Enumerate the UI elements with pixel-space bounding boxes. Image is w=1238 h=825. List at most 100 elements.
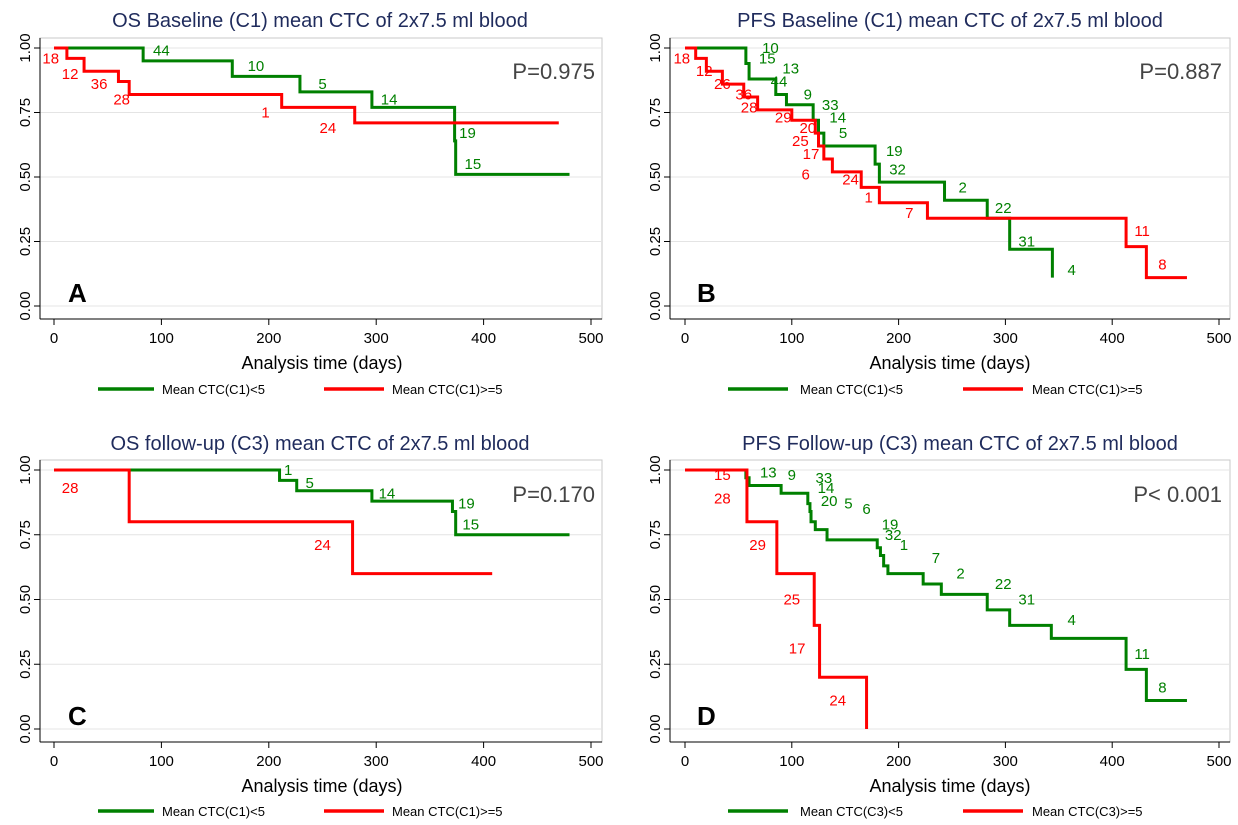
km-curve-series-2 [685, 468, 869, 729]
risk-label: 12 [62, 66, 79, 83]
risk-label: 8 [1158, 257, 1166, 274]
risk-label: 5 [844, 496, 852, 513]
risk-label: 33 [822, 97, 839, 114]
risk-label: 10 [248, 58, 265, 75]
risk-label: 14 [818, 480, 835, 497]
x-tick-label: 300 [993, 753, 1018, 770]
y-tick-label: 0.75 [647, 520, 664, 549]
x-tick-label: 400 [471, 330, 496, 347]
risk-label: 24 [320, 120, 337, 137]
risk-label: 28 [113, 92, 130, 109]
risk-label: 25 [792, 133, 809, 150]
km-curve-series-1 [54, 46, 570, 176]
y-tick-label: 0.50 [17, 162, 34, 191]
y-tick-label: 0.00 [17, 291, 34, 320]
risk-label: 5 [318, 76, 326, 93]
y-tick-label: 0.00 [17, 714, 34, 743]
risk-label: 32 [885, 527, 902, 544]
x-tick-label: 0 [681, 330, 689, 347]
x-tick-label: 400 [1100, 330, 1125, 347]
chart-title: PFS Baseline (C1) mean CTC of 2x7.5 ml b… [737, 10, 1163, 32]
x-tick-label: 200 [886, 330, 911, 347]
risk-label: 31 [1018, 234, 1035, 251]
panel-a: 0.00 0.25 0.50 0.75 1.00 0 100 200 300 400 500 OS B… [17, 10, 604, 397]
x-axis-label: Analysis time (days) [869, 353, 1030, 373]
p-value: P< 0.001 [1133, 482, 1222, 507]
risk-label: 44 [771, 74, 788, 91]
risk-label: 13 [760, 465, 777, 482]
risk-label: 2 [959, 179, 967, 196]
panel-c: 0.00 0.25 0.50 0.75 1.00 0 100 200 300 400 500 OS f… [17, 433, 604, 819]
risk-label: 22 [995, 576, 1012, 593]
risk-label: 13 [782, 61, 799, 78]
y-tick-label: 0.75 [647, 98, 664, 127]
x-axis-label: Analysis time (days) [241, 353, 402, 373]
risk-label: 5 [305, 475, 313, 492]
risk-label: 1 [284, 462, 292, 479]
risk-label: 17 [789, 641, 806, 658]
x-tick-label: 100 [149, 330, 174, 347]
km-curve-series-1 [54, 468, 570, 537]
panel-d: 0.00 0.25 0.50 0.75 1.00 0 100 200 300 400 500 PFS … [647, 433, 1232, 819]
risk-label: 28 [714, 490, 731, 507]
x-tick-label: 200 [256, 753, 281, 770]
risk-label: 7 [905, 205, 913, 222]
x-tick-label: 500 [578, 753, 603, 770]
risk-label: 29 [749, 537, 766, 554]
y-tick-label: 0.50 [647, 162, 664, 191]
risk-label: 24 [829, 693, 846, 710]
risk-label: 1 [900, 537, 908, 554]
risk-label: 19 [882, 516, 899, 533]
y-tick-label: 0.25 [647, 650, 664, 679]
legend-label: Mean CTC(C1)<5 [800, 382, 903, 397]
p-value: P=0.887 [1139, 59, 1222, 84]
risk-label: 18 [673, 50, 690, 67]
risk-label: 15 [465, 156, 482, 173]
x-tick-label: 0 [50, 330, 58, 347]
risk-label: 31 [1018, 592, 1035, 609]
risk-label: 14 [381, 92, 398, 109]
x-tick-label: 300 [993, 330, 1018, 347]
panel-b: 0.00 0.25 0.50 0.75 1.00 0 100 200 300 400 500 PFS … [647, 10, 1232, 397]
km-curve-series-1 [685, 468, 1187, 703]
risk-label: 5 [839, 125, 847, 142]
panel-label: B [697, 278, 716, 308]
risk-label: 14 [829, 110, 846, 127]
p-value: P=0.170 [512, 482, 595, 507]
risk-label: 29 [775, 110, 792, 127]
chart-title: OS Baseline (C1) mean CTC of 2x7.5 ml bl… [112, 10, 528, 32]
risk-label: 24 [842, 172, 859, 189]
risk-label: 33 [815, 470, 832, 487]
risk-label: 12 [696, 63, 713, 80]
y-tick-label: 1.00 [17, 33, 34, 62]
p-value: P=0.975 [512, 59, 595, 84]
risk-label: 15 [462, 516, 479, 533]
y-tick-label: 1.00 [17, 455, 34, 484]
x-tick-label: 400 [1100, 753, 1125, 770]
risk-label: 11 [1134, 223, 1150, 240]
legend-label: Mean CTC(C3)<5 [800, 804, 903, 819]
legend-label: Mean CTC(C1)>=5 [1032, 382, 1143, 397]
risk-label: 44 [153, 43, 170, 60]
y-tick-label: 0.00 [647, 714, 664, 743]
risk-label: 20 [799, 120, 816, 137]
panel-label: C [68, 701, 87, 731]
risk-label: 9 [788, 467, 796, 484]
risk-label: 17 [803, 146, 820, 163]
legend-label: Mean CTC(C1)>=5 [392, 804, 503, 819]
y-tick-label: 0.50 [17, 585, 34, 614]
km-curve-series-2 [685, 46, 1187, 280]
x-tick-label: 200 [256, 330, 281, 347]
x-tick-label: 500 [578, 330, 603, 347]
risk-label: 8 [1158, 680, 1166, 697]
risk-label: 32 [889, 161, 906, 178]
km-curve-series-2 [54, 468, 493, 576]
risk-label: 7 [932, 550, 940, 567]
km-curve-series-1 [685, 46, 1054, 278]
panel-label: A [68, 278, 87, 308]
x-axis-label: Analysis time (days) [869, 776, 1030, 796]
chart-title: OS follow-up (C3) mean CTC of 2x7.5 ml b… [110, 433, 529, 455]
x-tick-label: 500 [1206, 753, 1231, 770]
legend-label: Mean CTC(C1)>=5 [392, 382, 503, 397]
